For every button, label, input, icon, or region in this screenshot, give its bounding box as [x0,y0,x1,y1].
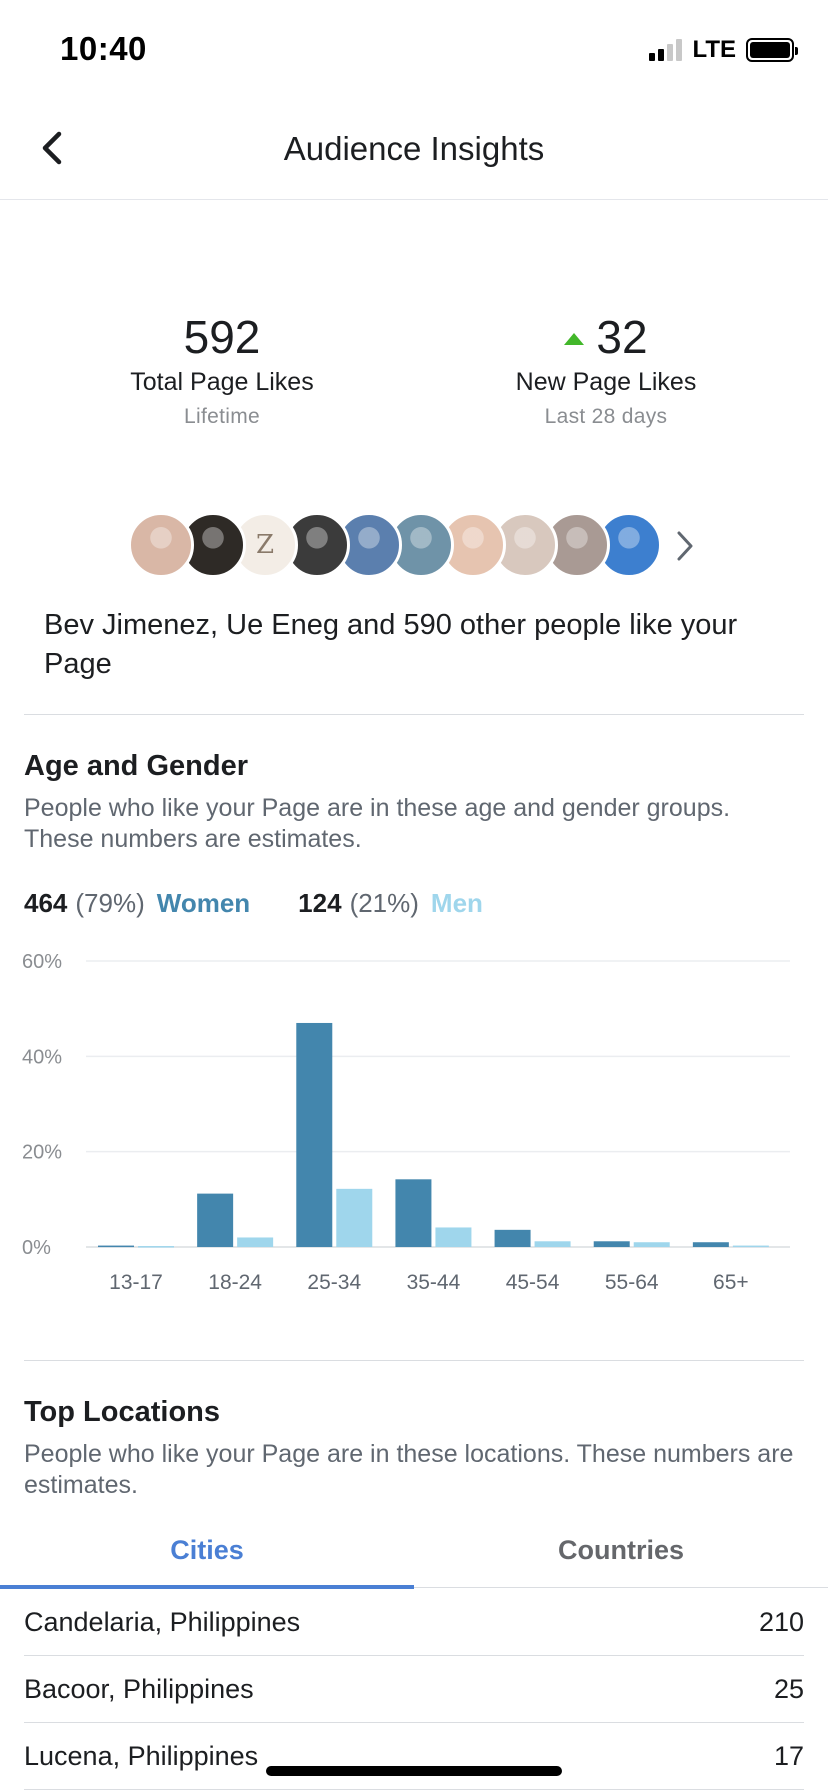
total-likes-period: Lifetime [184,405,260,428]
new-page-likes: 32 New Page Likes Last 28 days [456,310,756,429]
bar-women-35-44[interactable] [395,1179,432,1247]
location-name: Candelaria, Philippines [24,1606,301,1637]
location-name: Bacoor, Philippines [24,1673,254,1704]
liker-avatar[interactable] [544,512,610,578]
bar-men-45-54[interactable] [534,1241,571,1247]
location-count: 17 [773,1740,804,1771]
status-time: 10:40 [60,30,147,67]
women-count: 464 [24,888,68,918]
trend-up-icon [564,333,585,345]
liker-avatar[interactable] [596,512,662,578]
page-title: Audience Insights [283,130,545,167]
tab-cities[interactable]: Cities [0,1512,414,1589]
y-tick-label: 40% [22,1046,62,1068]
tab-cities-label: Cities [170,1534,244,1565]
liker-avatar[interactable] [492,512,558,578]
battery-icon [746,38,798,62]
status-bar: 10:40 LTE [0,0,828,100]
location-count: 210 [758,1606,804,1637]
tab-countries-label: Countries [557,1534,684,1565]
total-page-likes: 592 Total Page Likes Lifetime [72,310,372,429]
location-count: 25 [773,1673,804,1704]
bar-men-55-64[interactable] [633,1242,670,1247]
bar-men-35-44[interactable] [435,1227,472,1247]
bar-women-65+[interactable] [692,1242,729,1247]
location-name: Lucena, Philippines [24,1740,259,1771]
men-percent: (21%) [349,888,419,918]
header: Audience Insights [0,100,828,200]
new-likes-value: 32 [596,311,648,363]
location-tabs: Cities Countries [0,1512,828,1589]
signal-icon [649,39,683,61]
top-locations-description: People who like your Page are in these l… [24,1440,794,1499]
gender-summary: 464 (79%) Women 124 (21%) Men [24,888,483,919]
bar-men-65+[interactable] [732,1245,769,1248]
liker-avatars[interactable]: Z [128,512,662,578]
x-tick-label: 35-44 [407,1271,461,1294]
x-tick-label: 65+ [713,1271,749,1294]
total-likes-label: Total Page Likes [130,368,314,396]
x-tick-label: 13-17 [109,1271,163,1294]
bar-men-13-17[interactable] [138,1246,174,1248]
x-tick-label: 45-54 [506,1271,560,1294]
liker-avatar[interactable] [128,512,194,578]
bar-women-18-24[interactable] [197,1193,234,1247]
x-tick-label: 18-24 [208,1271,262,1294]
x-tick-label: 55-64 [605,1271,659,1294]
x-tick-label: 25-34 [307,1271,361,1294]
total-likes-value: 592 [183,311,261,363]
bar-men-18-24[interactable] [237,1237,274,1247]
tab-countries[interactable]: Countries [414,1512,828,1588]
network-label: LTE [692,36,736,63]
men-count: 124 [298,888,342,918]
likers-summary[interactable]: Bev Jimenez, Ue Eneg and 590 other peopl… [44,609,738,680]
y-tick-label: 0% [22,1237,51,1259]
list-item[interactable]: Candelaria, Philippines 210 [24,1589,804,1656]
chevron-left-icon [42,131,62,165]
chevron-right-icon [677,531,693,561]
see-all-likers-button[interactable] [668,526,702,566]
y-tick-label: 20% [22,1142,62,1164]
bar-women-45-54[interactable] [494,1229,531,1247]
back-button[interactable] [30,126,74,170]
location-list: Candelaria, Philippines 210 Bacoor, Phil… [0,1589,828,1790]
status-indicators: LTE [649,36,798,64]
list-item[interactable]: Lucena, Philippines 17 [24,1723,804,1790]
bar-women-55-64[interactable] [593,1241,630,1247]
age-gender-chart: 60% 40% 20% 0% 13-17 18-24 25-34 35-44 45-54 55-6… [22,951,790,1294]
new-likes-label: New Page Likes [515,368,697,396]
active-tab-indicator [0,1585,414,1589]
men-label[interactable]: Men [430,888,483,918]
new-likes-period: Last 28 days [544,405,668,428]
age-gender-description: People who like your Page are in these a… [24,794,731,853]
y-tick-label: 60% [22,951,62,973]
age-gender-title: Age and Gender [24,750,248,782]
top-locations-title: Top Locations [24,1396,221,1428]
divider [24,1360,804,1361]
list-item[interactable]: Bacoor, Philippines 25 [24,1656,804,1723]
bar-women-25-34[interactable] [296,1022,333,1247]
women-label[interactable]: Women [156,888,251,918]
bar-women-13-17[interactable] [98,1245,134,1248]
liker-avatar[interactable] [440,512,506,578]
home-indicator[interactable] [266,1766,562,1776]
bar-men-25-34[interactable] [336,1188,373,1247]
divider [24,714,804,715]
women-percent: (79%) [75,888,145,918]
